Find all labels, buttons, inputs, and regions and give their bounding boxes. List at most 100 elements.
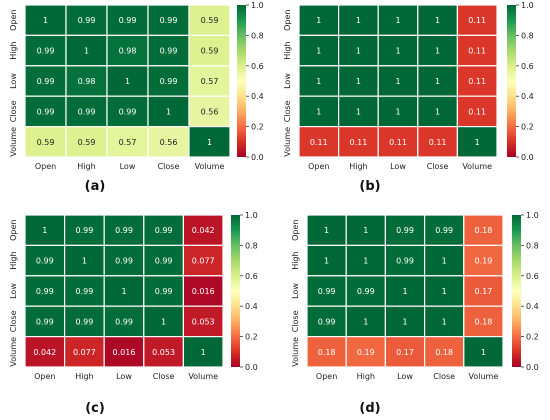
heatmap-cell <box>147 95 190 128</box>
cell-value-label: 1 <box>442 287 447 296</box>
heatmap-cell <box>424 214 465 246</box>
heatmap-cell <box>456 65 498 97</box>
row-tick-label: Open <box>283 10 292 31</box>
cell-value-label: 0.98 <box>78 77 96 86</box>
cell-value-label: 1 <box>316 16 321 25</box>
heatmap-cell <box>63 336 105 368</box>
colorbar-tick-label: 0.8 <box>245 241 258 250</box>
cell-value-label: 0.11 <box>389 138 407 147</box>
cell-value-label: 1 <box>82 257 87 266</box>
heatmap-cell <box>298 65 340 97</box>
heatmap-cell <box>463 214 504 246</box>
panel-label: (b) <box>359 179 380 194</box>
cell-value-label: 0.98 <box>119 47 137 56</box>
cell-value-label: 0.18 <box>318 348 336 357</box>
cell-value-label: 1 <box>402 317 407 326</box>
col-tick-label: Close <box>427 162 449 171</box>
cell-value-label: 0.99 <box>78 16 96 25</box>
cell-value-label: 0.57 <box>201 77 219 86</box>
cell-value-label: 0.053 <box>192 317 215 326</box>
cell-value-label: 0.99 <box>119 16 137 25</box>
heatmap-cell <box>338 125 379 158</box>
heatmap-cell <box>417 125 458 158</box>
heatmap-cell <box>456 95 498 128</box>
heatmap-cell <box>384 336 426 368</box>
heatmap-cell <box>63 244 105 277</box>
heatmap-cell <box>345 275 387 307</box>
colorbar <box>507 5 516 157</box>
cell-value-label: 1 <box>121 287 126 296</box>
heatmap-panel: 1 0.99 0.99 0.99 0.59 0.99 1 0.98 0.99 0.59 0.99 0.… <box>9 1 264 194</box>
cell-value-label: 0.99 <box>115 257 133 266</box>
cell-value-label: 1 <box>324 257 329 266</box>
heatmap-cell <box>182 275 224 307</box>
colorbar-tick-label: 1.0 <box>521 1 534 10</box>
heatmap-cell <box>65 65 108 97</box>
cell-value-label: 0.11 <box>310 138 328 147</box>
col-tick-label: High <box>357 372 375 381</box>
cell-value-label: 0.18 <box>474 226 492 235</box>
row-tick-label: High <box>283 41 292 59</box>
heatmap-cell <box>463 305 504 338</box>
col-tick-label: High <box>75 372 93 381</box>
heatmap-cell <box>298 34 340 67</box>
cell-value-label: 0.053 <box>152 348 175 357</box>
colorbar-tick-label: 0.4 <box>245 302 258 311</box>
cell-value-label: 0.19 <box>357 348 375 357</box>
cell-value-label: 0.99 <box>160 77 178 86</box>
cell-value-label: 1 <box>166 107 171 116</box>
col-tick-label: Close <box>158 162 180 171</box>
cell-value-label: 0.077 <box>192 257 215 266</box>
heatmap-cell <box>463 275 504 307</box>
heatmap-cell <box>182 305 224 338</box>
colorbar-tick-label: 0.8 <box>521 31 534 40</box>
colorbar-tick-label: 0.0 <box>245 363 258 372</box>
heatmap-cell <box>384 305 426 338</box>
cell-value-label: 1 <box>84 47 89 56</box>
heatmap-cell <box>306 336 347 368</box>
heatmap-cell <box>103 305 145 338</box>
cell-value-label: 1 <box>201 348 206 357</box>
col-tick-label: Volume <box>469 372 499 381</box>
cell-value-label: 0.11 <box>468 47 486 56</box>
cell-value-label: 1 <box>356 47 361 56</box>
row-tick-label: Low <box>283 73 292 89</box>
heatmap-cell <box>338 95 379 128</box>
cell-value-label: 1 <box>481 348 486 357</box>
row-tick-label: Low <box>9 283 18 299</box>
colorbar <box>237 5 246 157</box>
cell-value-label: 1 <box>442 257 447 266</box>
cell-value-label: 0.99 <box>115 317 133 326</box>
heatmap-cell <box>377 65 419 97</box>
panel-label: (d) <box>359 401 380 416</box>
cell-value-label: 1 <box>316 77 321 86</box>
cell-value-label: 0.99 <box>357 287 375 296</box>
heatmap-cell <box>63 305 105 338</box>
heatmap-cell <box>377 4 419 36</box>
row-tick-label: Low <box>291 283 300 299</box>
col-tick-label: Volume <box>188 372 218 381</box>
colorbar-tick-label: 0.4 <box>521 92 534 101</box>
heatmap-cell <box>306 214 347 246</box>
heatmap-cell <box>345 305 387 338</box>
cell-value-label: 0.99 <box>115 226 133 235</box>
row-tick-label: Volume <box>291 337 300 367</box>
cell-value-label: 1 <box>316 47 321 56</box>
row-tick-label: Volume <box>283 127 292 157</box>
cell-value-label: 0.59 <box>37 138 55 147</box>
heatmap-cell <box>24 125 67 158</box>
colorbar-tick-label: 0.4 <box>526 302 539 311</box>
colorbar-tick-label: 0.6 <box>526 272 539 281</box>
row-tick-label: Volume <box>9 127 18 157</box>
cell-value-label: 0.99 <box>37 107 55 116</box>
colorbar-tick-label: 0.0 <box>521 153 534 162</box>
heatmap-panel: 1 1 0.99 0.99 0.18 1 1 0.99 1 0.19 0.99 0.99 1 1 0.17 0… <box>291 211 539 416</box>
cell-value-label: 1 <box>402 287 407 296</box>
heatmap-cell <box>456 4 498 36</box>
cell-value-label: 0.11 <box>468 77 486 86</box>
col-tick-label: High <box>349 162 367 171</box>
cell-value-label: 0.11 <box>349 138 367 147</box>
cell-value-label: 1 <box>316 107 321 116</box>
heatmap-panel: 1 0.99 0.99 0.99 0.042 0.99 1 0.99 0.99 0.077 0.99… <box>9 211 258 416</box>
